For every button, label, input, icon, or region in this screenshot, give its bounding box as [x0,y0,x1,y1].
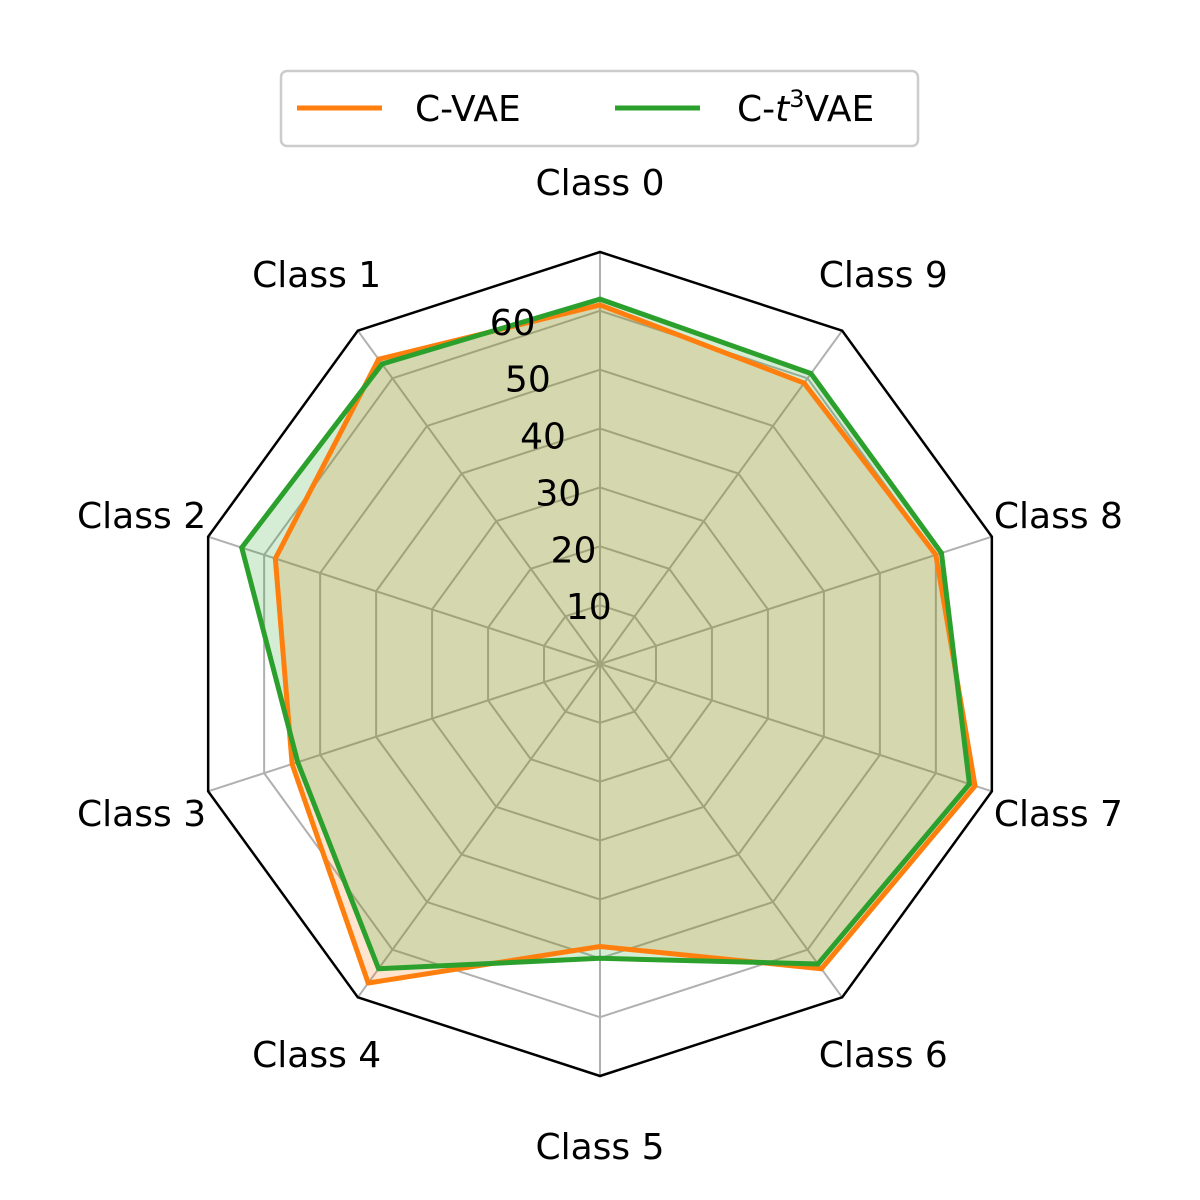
series-1-point-3 [295,759,301,765]
series-0-point-5 [597,944,603,950]
legend-label-c-t3vae-var: t [775,89,791,130]
category-label-5: Class 5 [535,1127,664,1168]
radial-tick-50: 50 [505,360,551,401]
category-label-9: Class 9 [819,255,948,296]
series-1-point-5 [597,955,603,961]
grid-spoke-8 [599,535,993,665]
series-0-point-4 [365,980,371,986]
series-0-point-9 [801,380,807,386]
radial-tick-40: 40 [520,417,566,458]
series-0-point-1 [376,356,382,362]
series-fill-0 [275,304,976,984]
series-1-point-6 [815,961,821,967]
series-0-point-3 [289,761,295,767]
series-1-point-7 [966,781,972,787]
category-label-0: Class 0 [535,163,664,204]
series-0-point-7 [972,783,978,789]
legend-label-c-t3vae-prefix: C- [737,89,775,130]
outer-frame [206,250,994,1078]
category-label-7: Class 7 [994,794,1123,835]
category-label-2: Class 2 [77,496,206,537]
radial-tick-labels: 10 20 30 40 50 60 [490,303,612,628]
category-label-1: Class 1 [252,255,381,296]
grid-spoke-7 [599,663,993,793]
category-label-6: Class 6 [819,1035,948,1076]
category-labels: Class 0 Class 1 Class 2 Class 3 Class 4 Class… [77,163,1123,1168]
radar-frame [206,250,994,1078]
radar-series [239,296,978,986]
series-1-point-1 [379,361,385,367]
series-0-point-2 [272,556,278,562]
legend-label-c-t3vae: C-t3VAE [737,85,874,130]
legend-box [279,69,920,148]
grid-spoke-3 [207,663,601,793]
series-0-point-6 [818,966,824,972]
radial-tick-30: 30 [535,473,581,514]
series-1-point-9 [808,371,814,377]
grid-spoke-9 [599,330,843,665]
legend-label-c-t3vae-suffix: VAE [805,89,875,130]
grid-spoke-1 [357,330,601,665]
series-fill-1 [241,299,970,969]
radial-tick-10: 10 [566,587,612,628]
radial-tick-60: 60 [490,303,536,344]
grid-spoke-4 [357,663,601,998]
legend: C-VAE C-t3VAE [279,69,920,148]
series-0-point-0 [597,302,603,308]
category-label-3: Class 3 [77,794,206,835]
series-1-point-4 [376,966,382,972]
series-1-point-2 [239,545,245,551]
category-label-4: Class 4 [252,1035,381,1076]
series-1-point-8 [938,550,944,556]
legend-label-c-t3vae-sup: 3 [789,85,804,113]
series-1-point-0 [597,296,603,302]
grid-spoke-6 [599,663,843,998]
category-label-8: Class 8 [994,496,1123,537]
series-0-point-8 [933,552,939,558]
legend-label-c-vae: C-VAE [415,89,521,130]
radial-tick-20: 20 [551,530,597,571]
